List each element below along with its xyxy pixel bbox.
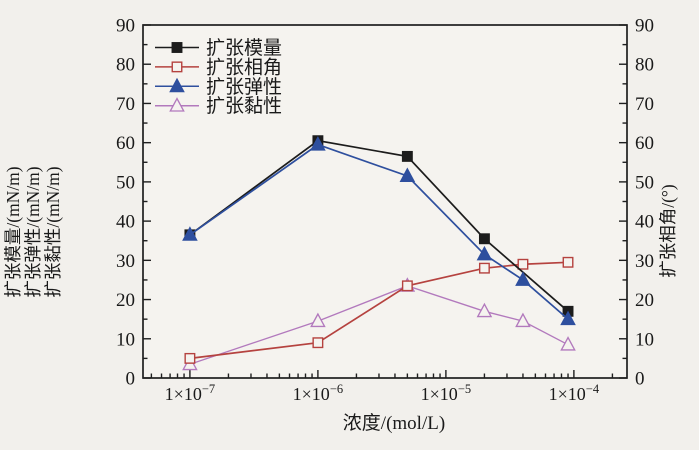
series-marker	[310, 312, 326, 328]
series-marker	[310, 136, 326, 151]
series-marker	[184, 352, 196, 364]
y-tick-label-right: 0	[635, 369, 645, 390]
series-marker	[562, 256, 574, 268]
y-tick-label-left: 0	[126, 369, 136, 390]
series-marker	[401, 150, 413, 162]
y-tick-label-right: 70	[635, 94, 654, 115]
series-marker	[399, 167, 416, 182]
series-marker	[478, 262, 490, 274]
y-axis-title-left-1: 扩张模量/(mN/m)	[3, 166, 23, 297]
series-marker	[517, 258, 529, 270]
x-tick-label: 1×10−4	[549, 382, 600, 404]
series-marker	[312, 337, 324, 349]
y-tick-label-left: 80	[116, 55, 135, 76]
y-tick-label-left: 20	[116, 290, 135, 311]
x-tick-label: 1×10−7	[165, 382, 215, 404]
series-marker	[182, 226, 198, 241]
series-marker	[476, 245, 493, 261]
series-line	[189, 261, 569, 360]
y-axis-title-left-3: 扩张黏性/(mN/m)	[43, 166, 63, 297]
legend-label: 扩张相角	[206, 56, 282, 78]
legend-marker	[169, 97, 185, 112]
legend-label: 扩张黏性	[206, 95, 282, 117]
series-4	[182, 277, 576, 371]
legend-label: 扩张模量	[206, 37, 282, 59]
series-marker	[560, 310, 576, 326]
y-tick-label-left: 90	[116, 16, 135, 37]
y-tick-label-left: 60	[116, 133, 135, 154]
y-tick-label-right: 30	[635, 251, 654, 272]
legend-marker	[169, 77, 185, 93]
y-tick-label-left: 50	[116, 172, 135, 193]
x-tick-label: 1×10−5	[421, 382, 471, 404]
legend-marker	[171, 42, 183, 53]
y-axis-title-right: 扩张相角/(°)	[658, 184, 678, 278]
y-tick-label-right: 50	[635, 172, 654, 193]
series-marker	[478, 233, 490, 245]
series-2	[184, 256, 574, 364]
plot-area	[143, 25, 627, 378]
series-marker	[401, 280, 413, 292]
y-tick-label-right: 90	[635, 16, 654, 37]
y-axis-title-left-2: 扩张弹性/(mN/m)	[23, 166, 43, 297]
series-line	[189, 143, 569, 320]
x-axis-title: 浓度/(mol/L)	[343, 412, 445, 434]
y-tick-label-right: 40	[635, 212, 654, 233]
series-line	[189, 285, 569, 365]
series-marker	[476, 302, 493, 318]
y-tick-label-left: 70	[116, 94, 135, 115]
legend-label: 扩张弹性	[206, 76, 282, 98]
y-tick-label-left: 10	[116, 329, 135, 350]
series-marker	[560, 336, 576, 351]
series-marker	[515, 271, 531, 286]
y-tick-label-right: 20	[635, 290, 654, 311]
x-tick-label: 1×10−6	[293, 382, 343, 404]
legend-marker	[171, 61, 183, 73]
series-marker	[515, 312, 531, 328]
series-3	[182, 136, 576, 326]
y-tick-label-right: 60	[635, 133, 654, 154]
y-tick-label-right: 10	[635, 329, 654, 350]
y-tick-label-left: 40	[116, 212, 135, 233]
y-tick-label-right: 80	[635, 55, 654, 76]
y-tick-label-left: 30	[116, 251, 135, 272]
